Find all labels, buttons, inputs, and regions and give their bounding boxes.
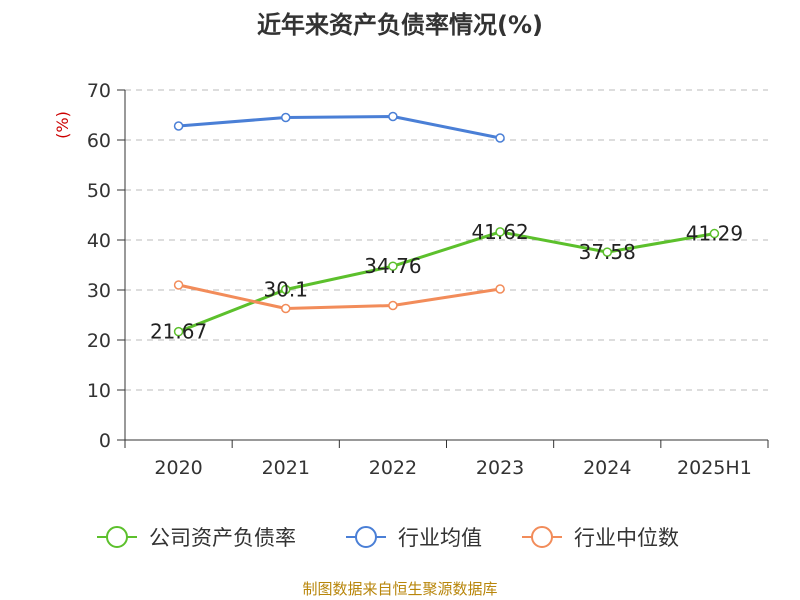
chart-title: 近年来资产负债率情况(%): [257, 11, 543, 39]
x-tick-label: 2023: [476, 457, 524, 479]
grid-lines: [125, 89, 768, 391]
data-point: [388, 300, 398, 311]
data-point: [709, 228, 720, 239]
data-label: 30.1: [263, 278, 308, 302]
series-line-2: [178, 115, 501, 140]
legend-swatch-marker: [106, 526, 128, 548]
data-point: [388, 111, 398, 122]
series-line-3: [178, 283, 501, 310]
y-axis-label: (%): [53, 111, 72, 139]
legend-item: 公司资产负债率: [97, 526, 296, 550]
series-lines: [173, 111, 720, 337]
x-tick-label: 2025H1: [677, 457, 752, 479]
data-label: 34.76: [364, 254, 421, 278]
legend-swatch-marker: [355, 526, 377, 548]
data-point: [281, 284, 291, 295]
y-tick-label: 70: [87, 80, 111, 102]
source-note: 制图数据来自恒生聚源数据库: [302, 580, 497, 598]
data-labels: 21.67 30.1 34.76 41.62 37.58 41.29: [150, 220, 743, 344]
data-point: [602, 247, 612, 257]
y-tick-label: 0: [99, 430, 111, 452]
legend-item: 行业均值: [346, 526, 482, 550]
data-point: [495, 133, 505, 143]
data-point: [495, 284, 505, 294]
series-line-1: [178, 230, 715, 333]
y-tick-label: 40: [87, 230, 111, 252]
y-tick-label: 20: [87, 330, 111, 352]
data-point: [388, 261, 398, 271]
data-point: [173, 326, 184, 337]
data-label: 41.62: [471, 220, 528, 244]
y-tick-label: 10: [87, 380, 111, 402]
x-tick-label: 2022: [369, 457, 417, 479]
data-label: 37.58: [579, 240, 636, 264]
data-point: [173, 280, 184, 290]
legend-swatch-marker: [531, 526, 553, 548]
legend-item: 行业中位数: [522, 526, 679, 550]
data-point: [173, 121, 184, 131]
legend-label: 行业均值: [398, 526, 482, 550]
data-label: 41.29: [686, 222, 743, 246]
axes: 0 10 20 30 40 50 60 70 2020 2021 2022 2023 2024 2025H…: [87, 80, 769, 479]
legend-label: 公司资产负债率: [149, 526, 296, 550]
y-tick-label: 50: [87, 180, 111, 202]
data-point: [281, 112, 291, 123]
data-point: [495, 227, 505, 237]
x-tick-label: 2024: [583, 457, 631, 479]
x-tick-label: 2020: [154, 457, 202, 479]
y-tick-label: 30: [87, 280, 111, 302]
legend-label: 行业中位数: [574, 526, 679, 550]
x-tick-label: 2021: [262, 457, 310, 479]
data-point: [281, 303, 291, 314]
data-label: 21.67: [150, 320, 207, 344]
legend: 公司资产负债率 行业均值 行业中位数: [97, 526, 679, 550]
y-tick-label: 60: [87, 130, 111, 152]
